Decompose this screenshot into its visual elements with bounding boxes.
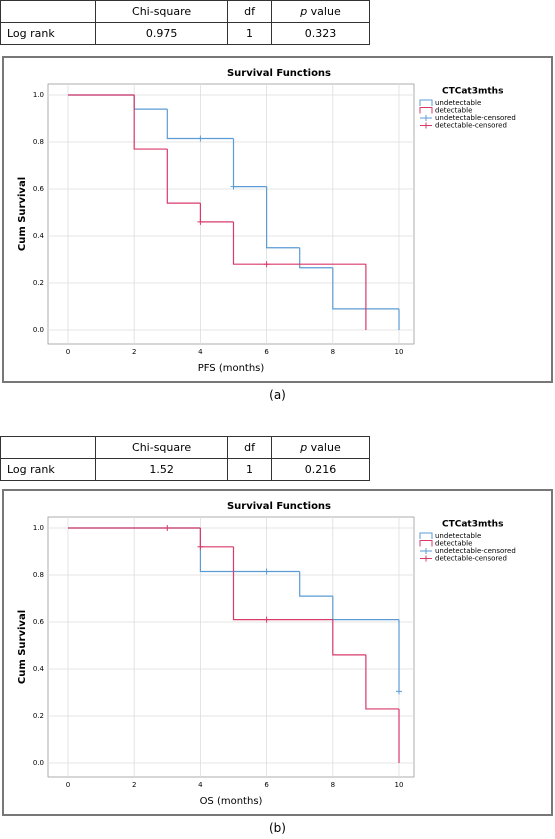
censor-mark (263, 568, 270, 575)
chart-title: Survival Functions (227, 68, 331, 79)
y-tick-label: 0.6 (33, 185, 45, 193)
x-tick-label: 10 (395, 781, 404, 789)
censor-mark (197, 135, 204, 142)
y-tick-label: 0.0 (33, 759, 44, 767)
y-tick-label: 0.2 (33, 279, 44, 287)
legend-label: detectable (435, 107, 472, 115)
y-tick-label: 0.4 (33, 232, 45, 240)
legend-label: detectable (435, 540, 472, 548)
y-tick-label: 0.8 (33, 571, 44, 579)
y-tick-label: 0.6 (33, 618, 45, 626)
y-tick-label: 0.2 (33, 712, 44, 720)
x-tick-label: 6 (264, 781, 269, 789)
legend-label: undetectable-censored (435, 547, 516, 555)
x-tick-label: 0 (66, 348, 70, 356)
x-tick-label: 0 (66, 781, 70, 789)
survival-step (166, 109, 234, 140)
cell (0, 436, 96, 459)
header-cell: Chi-square (94, 0, 229, 23)
chart-title: Survival Functions (227, 501, 331, 512)
legend-key (419, 532, 433, 539)
legend-key (420, 122, 432, 129)
chart: Survival Functions 0 2 4 6 8 10 0.0 0.2 0.4 0.6 0.8… (2, 56, 553, 383)
y-axis-label: Cum Survival (17, 610, 28, 684)
header-cell: p value (270, 436, 371, 459)
plot-area (47, 83, 415, 345)
legend-key (420, 555, 432, 562)
survival-step (365, 654, 399, 710)
cell: 0.975 (94, 22, 229, 45)
censor-mark (230, 183, 237, 190)
legend-key (419, 99, 433, 106)
cell: Log rank (0, 22, 96, 45)
legend-key (419, 107, 433, 114)
y-tick-label: 0.8 (33, 138, 44, 146)
caption: (b) (269, 821, 286, 835)
plot-area (47, 516, 415, 778)
censor-mark (197, 543, 204, 550)
cell: Log rank (0, 458, 96, 481)
x-tick-label: 6 (264, 348, 269, 356)
legend-label: detectable-censored (435, 122, 507, 130)
y-tick-label: 1.0 (33, 91, 44, 99)
x-tick-label: 8 (331, 781, 335, 789)
censor-mark (263, 261, 270, 268)
cell: 1 (227, 22, 272, 45)
cell: 1 (227, 458, 272, 481)
survival-step (299, 571, 333, 597)
x-tick-label: 8 (331, 348, 335, 356)
x-axis-label: OS (months) (200, 796, 263, 807)
cell: 1.52 (94, 458, 229, 481)
y-axis-label: Cum Survival (17, 177, 28, 251)
survival-step (266, 186, 300, 249)
header-cell: df (227, 0, 272, 23)
x-tick-label: 2 (132, 348, 136, 356)
header-cell: p value (270, 0, 371, 23)
survival-step (232, 221, 366, 265)
survival-step (332, 267, 399, 310)
x-tick-label: 4 (198, 348, 203, 356)
legend-label: undetectable-censored (435, 114, 516, 122)
survival-step (166, 149, 201, 204)
censor-mark (396, 688, 402, 695)
stats-table: Chi-square df p value Log rank 1.52 1 0.216 (0, 436, 371, 481)
legend-key (419, 540, 433, 547)
x-tick-label: 10 (395, 348, 404, 356)
survival-step (332, 619, 366, 656)
header-cell: df (227, 436, 272, 459)
survival-step (299, 247, 333, 269)
cell: 0.216 (270, 458, 371, 481)
legend-label: undetectable (435, 99, 481, 107)
chart: Survival Functions 0 2 4 6 8 10 0.0 0.2 0.4 0.6 0.8… (2, 489, 553, 816)
legend-title: CTCat3mths (442, 87, 503, 97)
survival-step (232, 546, 333, 621)
legend-label: detectable-censored (435, 555, 507, 563)
censor-mark (263, 616, 270, 623)
caption: (a) (269, 388, 286, 402)
legend-label: undetectable (435, 532, 481, 540)
censor-mark (197, 218, 204, 225)
legend-title: CTCat3mths (442, 520, 503, 530)
x-axis-label: PFS (months) (198, 363, 265, 374)
cell (0, 0, 96, 23)
x-tick-label: 4 (198, 781, 203, 789)
legend-key (420, 548, 432, 554)
header-cell: Chi-square (94, 436, 229, 459)
cell: 0.323 (270, 22, 371, 45)
censor-mark (164, 525, 171, 531)
y-tick-label: 0.0 (33, 326, 44, 334)
x-tick-label: 2 (132, 781, 136, 789)
y-tick-label: 1.0 (33, 524, 44, 532)
legend-key (420, 115, 432, 121)
y-tick-label: 0.4 (33, 665, 45, 673)
survival-step (133, 95, 168, 150)
stats-table: Chi-square df p value Log rank 0.975 1 0.323 (0, 0, 371, 45)
